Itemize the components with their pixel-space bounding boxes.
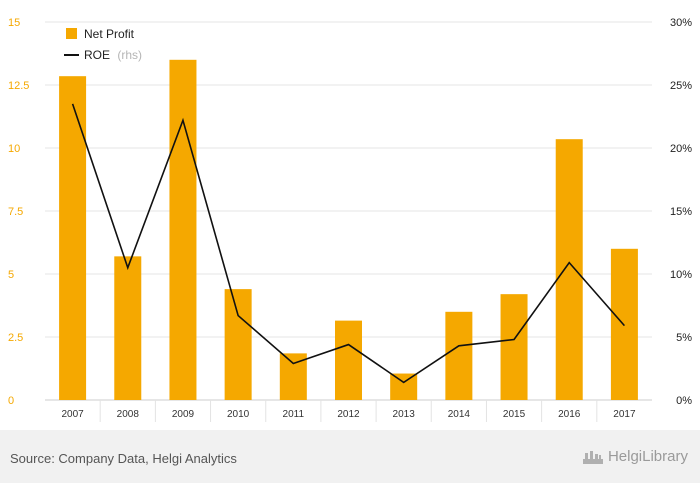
x-tick-label: 2010: [227, 409, 250, 420]
legend: Net Profit ROE (rhs): [64, 27, 142, 62]
right-tick-label: 15%: [670, 206, 692, 218]
left-tick-label: 10: [8, 143, 20, 155]
x-tick-label: 2013: [393, 409, 416, 420]
x-tick-label: 2016: [558, 409, 581, 420]
brand-logo[interactable]: HelgiLibrary: [582, 448, 688, 465]
x-tick-label: 2015: [503, 409, 526, 420]
legend-label-roe-name: ROE: [84, 48, 110, 62]
right-tick-label: 5%: [676, 332, 692, 344]
bar-2008: [114, 256, 142, 400]
footer-bar: Source: Company Data, Helgi Analytics He…: [0, 430, 700, 483]
helgi-library-logo-icon: [582, 450, 603, 464]
x-tick-label: 2008: [117, 409, 140, 420]
x-tick-label: 2012: [337, 409, 360, 420]
x-tick-label: 2017: [613, 409, 636, 420]
left-tick-label: 15: [8, 17, 20, 29]
right-tick-label: 25%: [670, 80, 692, 92]
bar-2007: [59, 76, 87, 401]
left-tick-label: 12.5: [8, 80, 29, 92]
right-tick-label: 20%: [670, 143, 692, 155]
right-axis: 0% 5% 10% 15% 20% 25% 30%: [670, 17, 692, 407]
bar-2012: [335, 320, 362, 400]
bar-2014: [445, 311, 473, 400]
source-note: Source: Company Data, Helgi Analytics: [10, 451, 237, 466]
bar-2017: [610, 248, 638, 400]
bar-2013: [390, 373, 418, 400]
bar-2009: [169, 59, 197, 401]
x-tick-label: 2011: [283, 409, 305, 420]
gridlines: [45, 21, 652, 401]
bar-2016: [555, 139, 583, 400]
right-tick-label: 30%: [670, 17, 692, 29]
x-tick-label: 2009: [172, 409, 195, 420]
left-tick-label: 7.5: [8, 206, 23, 218]
left-axis: 0 2.5 5 7.5 10 12.5 15: [8, 17, 29, 407]
right-tick-label: 10%: [670, 269, 692, 281]
left-tick-label: 2.5: [8, 332, 23, 344]
x-tick-label: 2007: [61, 409, 84, 420]
brand-name: HelgiLibrary: [607, 448, 688, 465]
bar-2015: [500, 294, 528, 400]
x-tick-label: 2014: [448, 409, 471, 420]
left-tick-label: 5: [8, 269, 14, 281]
line-series: [71, 103, 626, 384]
x-axis: 2007 2008 2009 2010 2011 2012 2013 2014 2015 2016…: [61, 400, 636, 422]
left-tick-label: 0: [8, 395, 14, 407]
legend-swatch-net-profit: [66, 28, 77, 39]
right-tick-label: 0%: [676, 395, 692, 407]
bar-series: [59, 59, 638, 401]
legend-label-net-profit: Net Profit: [84, 27, 135, 41]
bar-2010: [224, 289, 252, 400]
legend-label-roe: ROE (rhs): [84, 48, 142, 62]
legend-label-roe-suffix: (rhs): [117, 48, 142, 62]
combo-chart: 0 2.5 5 7.5 10 12.5 15 0% 5% 10% 15% 20% 25% 30% 200…: [8, 17, 692, 422]
